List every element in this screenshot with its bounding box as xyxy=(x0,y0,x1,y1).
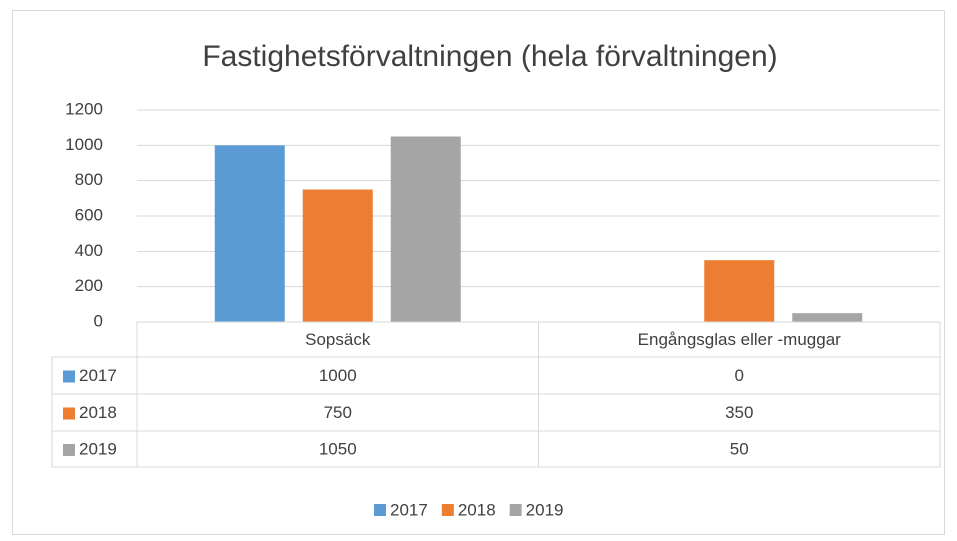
bar xyxy=(704,260,775,322)
bar xyxy=(214,145,285,322)
y-tick-label: 1200 xyxy=(65,99,103,118)
table-value: 0 xyxy=(735,366,744,385)
bar xyxy=(792,313,863,322)
bar xyxy=(302,189,373,322)
table-legend-key xyxy=(63,407,75,420)
bar xyxy=(390,136,461,322)
table-value: 1000 xyxy=(319,366,357,385)
x-tick-label: Engångsglas eller -muggar xyxy=(638,330,842,349)
y-tick-label: 800 xyxy=(75,170,103,189)
table-series-label: 2019 xyxy=(79,439,117,458)
y-tick-label: 200 xyxy=(75,276,103,295)
x-tick-label: Sopsäck xyxy=(305,330,371,349)
legend-key xyxy=(509,504,522,516)
table-legend-key xyxy=(63,444,75,456)
legend-key xyxy=(374,504,386,516)
table-series-label: 2018 xyxy=(79,403,117,422)
chart-title: Fastighetsförvaltningen (hela förvaltnin… xyxy=(202,40,777,73)
table-value: 350 xyxy=(725,403,753,422)
y-tick-label: 0 xyxy=(94,311,103,330)
legend-label: 2017 xyxy=(390,500,428,519)
y-tick-label: 400 xyxy=(75,241,103,260)
y-tick-label: 600 xyxy=(75,205,103,224)
legend-key xyxy=(441,504,454,516)
table-value: 1050 xyxy=(319,439,357,458)
chart-border xyxy=(12,10,945,535)
legend-label: 2018 xyxy=(458,500,496,519)
table-value: 50 xyxy=(730,439,749,458)
table-series-label: 2017 xyxy=(79,366,117,385)
table-legend-key xyxy=(63,370,75,383)
y-tick-label: 1000 xyxy=(65,135,103,154)
table-value: 750 xyxy=(324,403,352,422)
legend-label: 2019 xyxy=(526,500,564,519)
